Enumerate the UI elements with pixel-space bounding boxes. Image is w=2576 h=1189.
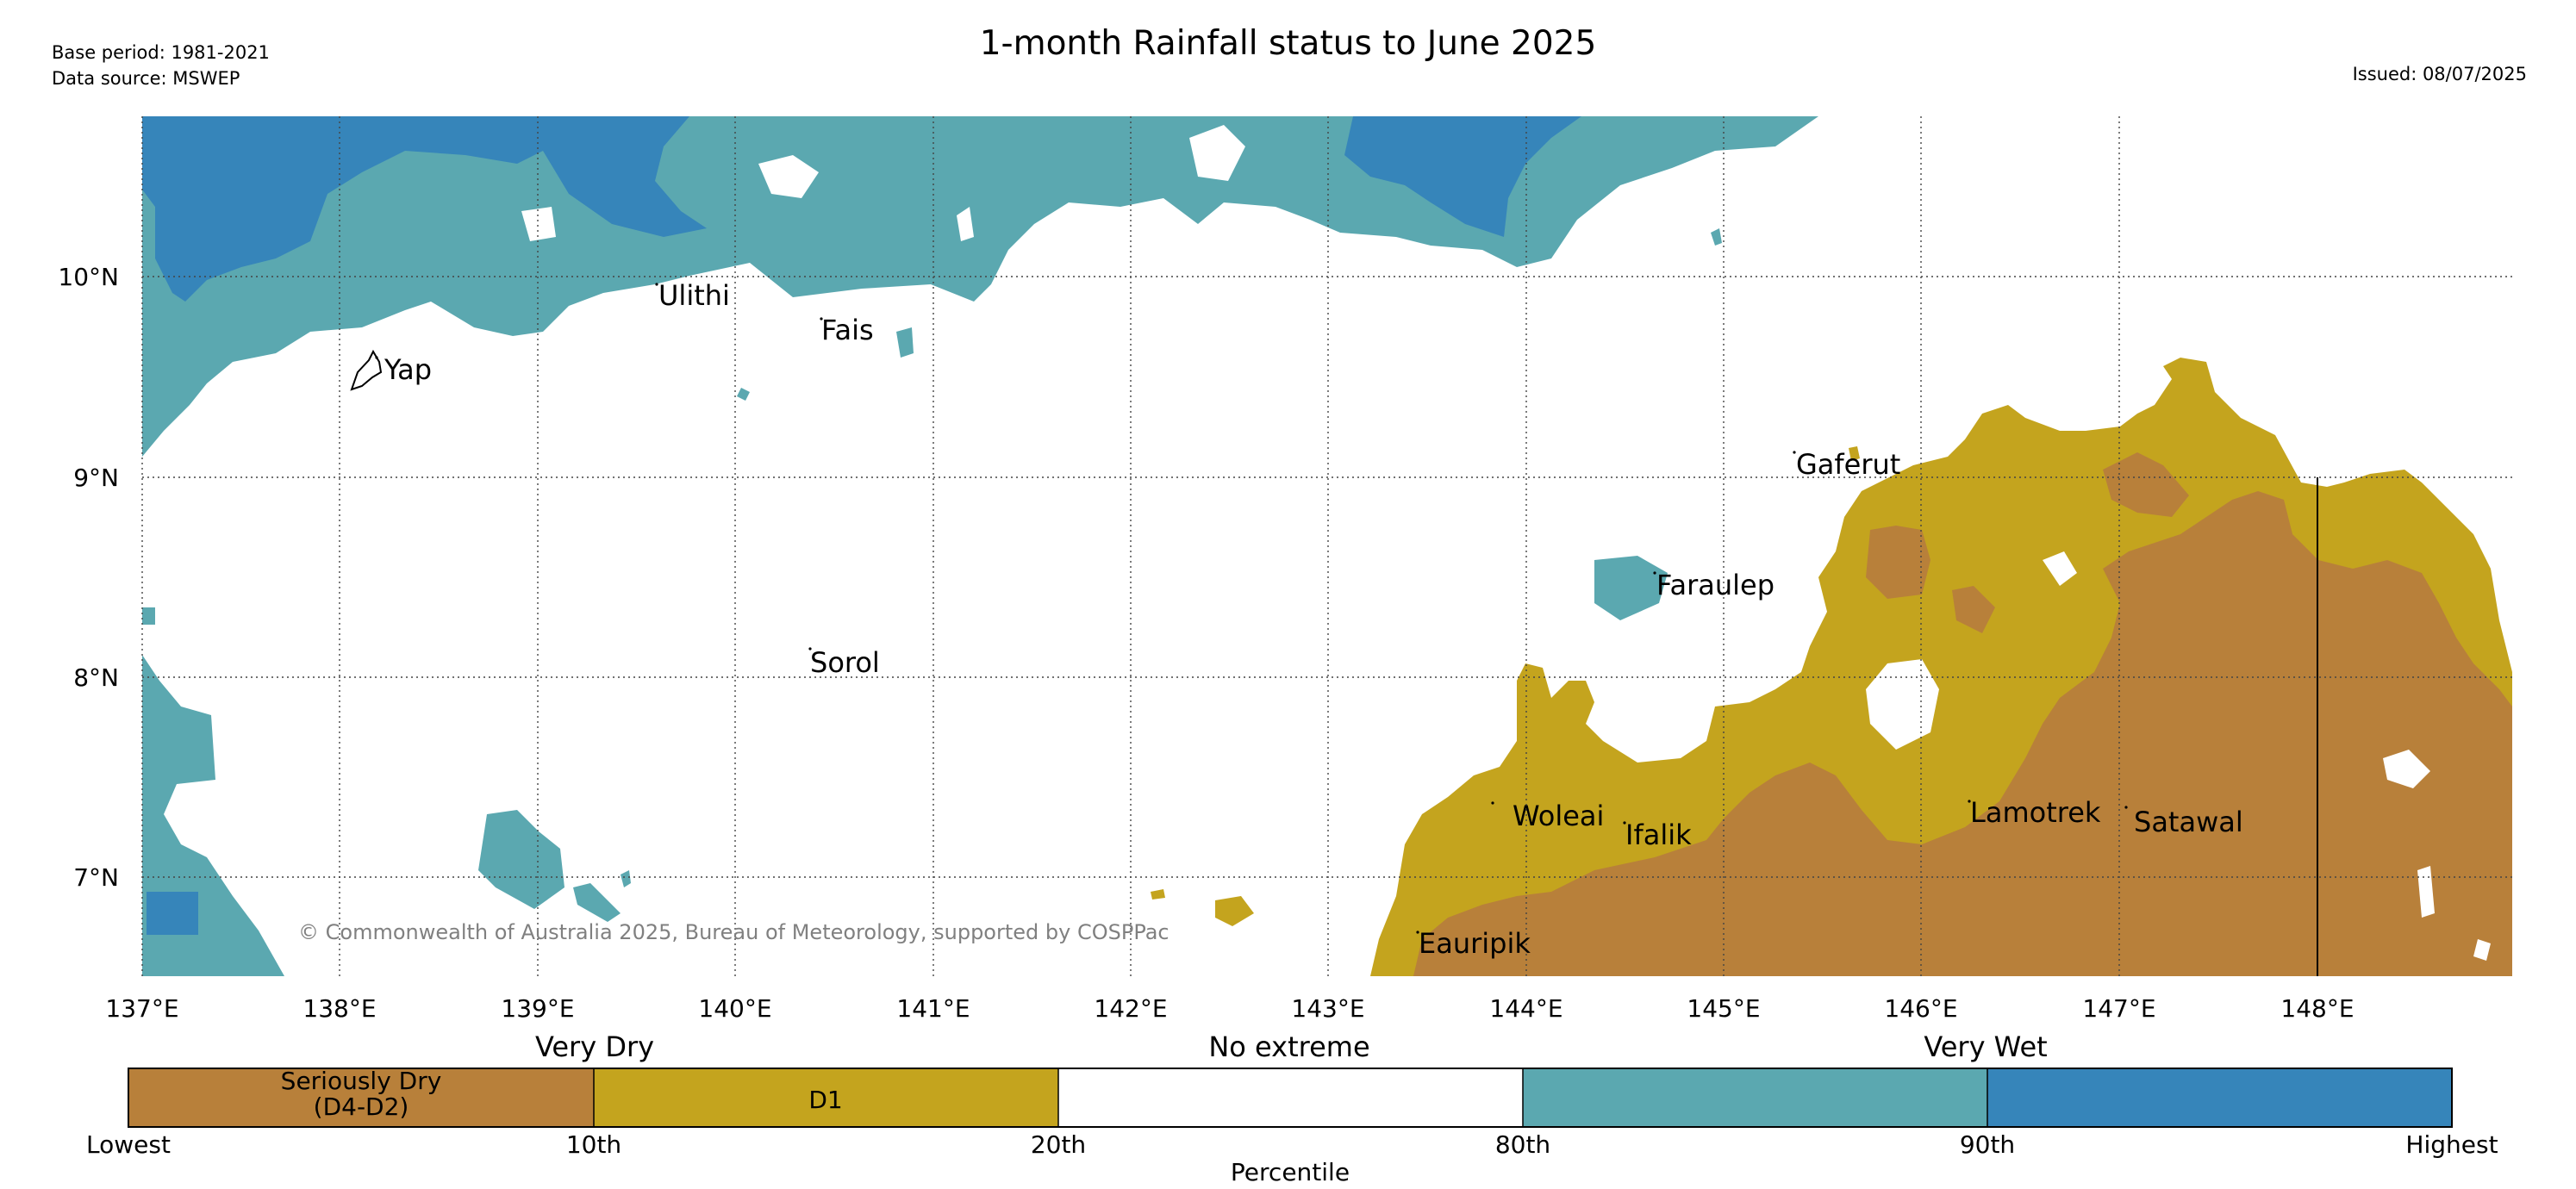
place-satawal: Satawal bbox=[2134, 806, 2243, 838]
lon-label: 148°E bbox=[2280, 994, 2354, 1023]
place-fais: Fais bbox=[821, 314, 874, 346]
issued-date: Issued: 08/07/2025 bbox=[2352, 64, 2527, 84]
legend-swatch-d1 bbox=[594, 1068, 1058, 1127]
hole-7 bbox=[2383, 750, 2430, 788]
lat-label: 10°N bbox=[58, 263, 119, 291]
wet-region-north bbox=[142, 116, 1818, 457]
legend-tick: 80th bbox=[1495, 1130, 1550, 1159]
legend-tick: 10th bbox=[566, 1130, 621, 1159]
lon-label: 145°E bbox=[1687, 994, 1760, 1023]
hole-3 bbox=[1189, 125, 1245, 181]
legend-heading-normal: No extreme bbox=[1208, 1030, 1369, 1063]
legend-swatch-no-extreme bbox=[1058, 1068, 1523, 1127]
place-yap: Yap bbox=[384, 353, 432, 386]
lon-label: 142°E bbox=[1094, 994, 1167, 1023]
dry-patch-mid bbox=[1952, 586, 1995, 633]
place-lamotrek: Lamotrek bbox=[1970, 796, 2101, 829]
yap-island-outline bbox=[350, 349, 383, 391]
dry-patch-west bbox=[1866, 526, 1930, 599]
hole-2 bbox=[758, 155, 819, 198]
wet-patch-3 bbox=[142, 607, 155, 625]
wet-highest-nw bbox=[142, 116, 707, 302]
place-gaferut: Gaferut bbox=[1796, 448, 1900, 481]
wet-islet-2 bbox=[896, 327, 914, 358]
wet-highest-ne bbox=[1344, 116, 1581, 237]
dry-patch-north bbox=[2103, 452, 2189, 517]
place-woleai: Woleai bbox=[1513, 800, 1604, 832]
hole-4 bbox=[957, 207, 974, 241]
lat-label: 9°N bbox=[73, 464, 119, 492]
d1-blob-3 bbox=[1849, 446, 1860, 461]
wet-southwest-blue bbox=[147, 892, 198, 935]
lon-label: 141°E bbox=[896, 994, 970, 1023]
place-labels: Yap Ulithi Fais Sorol Gaferut Faraulep W… bbox=[375, 279, 2243, 960]
latitude-labels: 10°N 9°N 8°N 7°N bbox=[58, 263, 119, 892]
lon-label: 137°E bbox=[105, 994, 178, 1023]
page-title: 1-month Rainfall status to June 2025 bbox=[979, 24, 1597, 63]
colorbar-frame bbox=[128, 1068, 2453, 1128]
wet-islet-faraulep bbox=[1594, 556, 1668, 620]
wet-islet-3 bbox=[1711, 228, 1722, 246]
data-source: Data source: MSWEP bbox=[52, 68, 240, 89]
legend-label-seriously-dry-sub: (D4-D2) bbox=[314, 1093, 409, 1121]
colorbar: Very Dry No extreme Very Wet Seriously D… bbox=[86, 1030, 2498, 1186]
wet-patch-1 bbox=[478, 810, 564, 909]
legend-heading-wet: Very Wet bbox=[1924, 1030, 2047, 1063]
meta-info: Base period: 1981-2021 Data source: MSWE… bbox=[52, 40, 270, 91]
place-faraulep: Faraulep bbox=[1656, 569, 1775, 601]
lon-label: 144°E bbox=[1489, 994, 1562, 1023]
lon-label: 147°E bbox=[2082, 994, 2155, 1023]
lon-label: 146°E bbox=[1884, 994, 1957, 1023]
hole-8 bbox=[2417, 866, 2435, 918]
lon-label: 140°E bbox=[698, 994, 771, 1023]
legend-swatch-very-wet bbox=[1523, 1068, 1987, 1127]
place-eauripik: Eauripik bbox=[1419, 927, 1531, 960]
lat-label: 7°N bbox=[73, 863, 119, 892]
hole-1 bbox=[521, 207, 556, 241]
longitude-labels: 137°E 138°E 139°E 140°E 141°E 142°E 143°… bbox=[105, 994, 2354, 1023]
lon-label: 139°E bbox=[501, 994, 574, 1023]
legend-label-d1: D1 bbox=[808, 1086, 842, 1114]
base-period: Base period: 1981-2021 bbox=[52, 42, 270, 63]
lon-label: 138°E bbox=[303, 994, 376, 1023]
place-ulithi: Ulithi bbox=[658, 279, 730, 312]
graticule bbox=[141, 116, 2512, 976]
legend-tick: Highest bbox=[2405, 1130, 2498, 1159]
legend-tick: 90th bbox=[1960, 1130, 2015, 1159]
hole-6 bbox=[2043, 551, 2077, 586]
lon-label: 143°E bbox=[1291, 994, 1364, 1023]
d1-blob-2 bbox=[1151, 889, 1165, 900]
legend-heading-dry: Very Dry bbox=[535, 1030, 654, 1063]
legend-tick: Lowest bbox=[86, 1130, 171, 1159]
hole-9 bbox=[2473, 939, 2491, 961]
wet-patch-4 bbox=[621, 870, 631, 887]
legend-tick: 20th bbox=[1031, 1130, 1086, 1159]
place-ifalik: Ifalik bbox=[1625, 819, 1692, 851]
lat-label: 8°N bbox=[73, 663, 119, 692]
d1-blob-1 bbox=[1215, 896, 1254, 926]
legend-label-seriously-dry: Seriously Dry bbox=[281, 1067, 442, 1095]
copyright-notice: © Commonwealth of Australia 2025, Bureau… bbox=[298, 920, 1169, 944]
rainfall-layer bbox=[142, 116, 2512, 976]
seriously-dry-region bbox=[1413, 491, 2512, 976]
legend-swatch-highest bbox=[1987, 1068, 2452, 1127]
legend-xlabel: Percentile bbox=[1231, 1158, 1350, 1186]
wet-islet-1 bbox=[737, 388, 750, 401]
legend-swatch-seriously-dry bbox=[128, 1068, 594, 1127]
wet-patch-2 bbox=[573, 883, 621, 922]
place-sorol: Sorol bbox=[810, 646, 880, 679]
